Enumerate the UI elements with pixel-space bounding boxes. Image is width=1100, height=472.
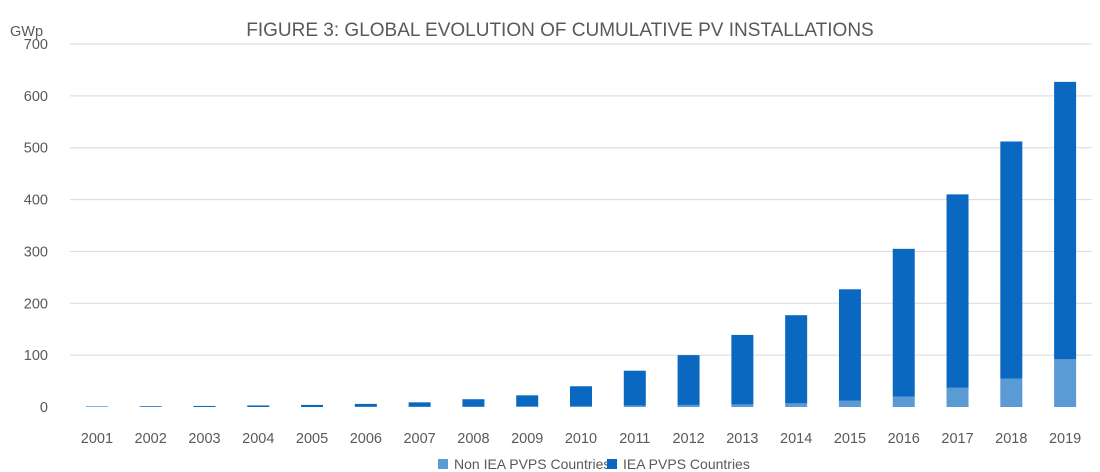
legend-label: IEA PVPS Countries xyxy=(623,456,750,472)
x-tick-label: 2018 xyxy=(995,431,1027,447)
bar-iea-2015 xyxy=(838,289,861,401)
x-tick-label: 2016 xyxy=(888,431,920,447)
bar-iea-2017 xyxy=(946,194,969,388)
bar-iea-2002 xyxy=(139,406,162,407)
legend: Non IEA PVPS Countries IEA PVPS Countries xyxy=(438,456,750,472)
y-tick-label: 300 xyxy=(24,244,48,260)
bar-non-iea-2012 xyxy=(677,404,700,407)
bar-iea-2006 xyxy=(354,403,377,407)
y-tick-label: 0 xyxy=(40,400,48,416)
bar-non-iea-2014 xyxy=(785,403,808,407)
bar-iea-2019 xyxy=(1054,81,1077,360)
bar-non-iea-2016 xyxy=(892,396,915,407)
bar-iea-2014 xyxy=(785,315,808,404)
x-tick-label: 2004 xyxy=(242,431,274,447)
bar-iea-2018 xyxy=(1000,141,1023,379)
legend-swatch xyxy=(438,459,448,469)
y-tick-label: 200 xyxy=(24,296,48,312)
x-tick-label: 2007 xyxy=(403,431,435,447)
bar-non-iea-2008 xyxy=(462,406,485,407)
bar-iea-2016 xyxy=(892,248,915,397)
bar-iea-2004 xyxy=(247,405,270,407)
x-tick-label: 2012 xyxy=(672,431,704,447)
bar-iea-2008 xyxy=(462,399,485,407)
x-tick-label: 2015 xyxy=(834,431,866,447)
y-tick-label: 600 xyxy=(24,89,48,105)
bar-non-iea-2017 xyxy=(946,387,969,407)
x-tick-label: 2014 xyxy=(780,431,812,447)
x-tick-label: 2001 xyxy=(81,431,113,447)
bar-iea-2007 xyxy=(408,402,431,407)
bar-iea-2012 xyxy=(677,355,700,405)
bar-non-iea-2009 xyxy=(516,406,539,407)
bar-iea-2003 xyxy=(193,405,216,407)
bar-iea-2013 xyxy=(731,334,754,405)
bar-non-iea-2019 xyxy=(1054,359,1077,407)
x-tick-label: 2002 xyxy=(135,431,167,447)
x-tick-label: 2005 xyxy=(296,431,328,447)
gridlines xyxy=(70,43,1092,356)
y-tick-label: 100 xyxy=(24,348,48,364)
bars xyxy=(85,81,1077,407)
bar-iea-2005 xyxy=(301,404,324,407)
y-tick-label: 400 xyxy=(24,193,48,209)
bar-non-iea-2018 xyxy=(1000,378,1023,407)
y-axis-ticks: 0 100 200 300 400 500 600 700 xyxy=(24,37,48,416)
bar-iea-2011 xyxy=(623,370,646,406)
x-tick-label: 2011 xyxy=(619,431,650,447)
legend-swatch xyxy=(607,459,617,469)
bar-non-iea-2010 xyxy=(570,405,592,407)
x-tick-label: 2013 xyxy=(726,431,758,447)
bar-iea-2001 xyxy=(85,406,108,407)
bar-iea-2009 xyxy=(516,395,539,407)
x-tick-label: 2006 xyxy=(350,431,382,447)
x-axis-ticks: 2001 2002 2003 2004 2005 2006 2007 2008 2009 2010… xyxy=(81,431,1081,447)
legend-label: Non IEA PVPS Countries xyxy=(454,456,610,472)
x-tick-label: 2017 xyxy=(941,431,973,447)
bar-non-iea-2011 xyxy=(623,405,646,407)
y-tick-label: 700 xyxy=(24,37,48,53)
bar-iea-2010 xyxy=(570,386,592,406)
bar-non-iea-2013 xyxy=(731,404,754,407)
x-tick-label: 2009 xyxy=(511,431,543,447)
y-tick-label: 500 xyxy=(24,141,48,157)
chart-title: FIGURE 3: GLOBAL EVOLUTION OF CUMULATIVE… xyxy=(246,20,873,41)
x-tick-label: 2019 xyxy=(1049,431,1081,447)
bar-non-iea-2015 xyxy=(838,400,861,407)
y-axis-unit-label: GWp xyxy=(10,24,43,40)
x-tick-label: 2003 xyxy=(188,431,220,447)
x-tick-label: 2010 xyxy=(565,431,597,447)
x-tick-label: 2008 xyxy=(457,431,489,447)
